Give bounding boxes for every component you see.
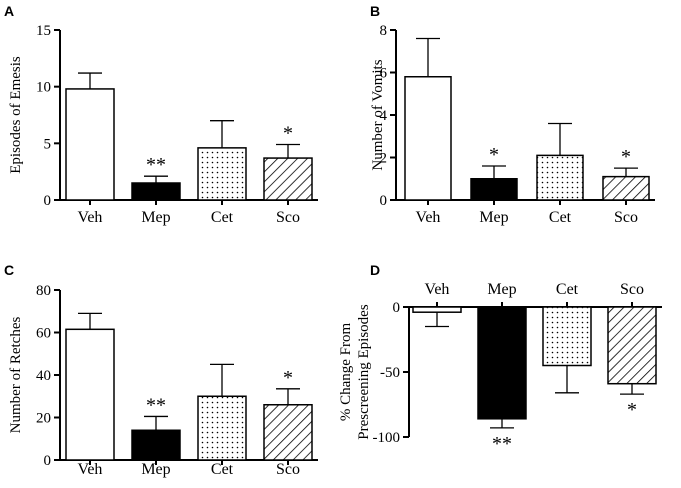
category-label-cet: Cet xyxy=(211,461,234,478)
y-axis-label: Number of Vomits xyxy=(370,59,386,170)
panel-b-letter: B xyxy=(370,3,380,19)
y-tick-label: 20 xyxy=(36,411,51,427)
bar-veh xyxy=(65,328,115,461)
y-axis-label-line: % Change From xyxy=(338,323,354,422)
category-label-cet: Cet xyxy=(556,281,579,298)
panel-b: B 0 2 4 6 8 Veh Mep * Cet Sco * Number of Vomits xyxy=(370,3,655,226)
y-tick-label: 15 xyxy=(36,23,51,39)
category-label-veh: Veh xyxy=(425,281,450,298)
significance-sco: * xyxy=(627,399,637,421)
y-axis-label: Number of Retches xyxy=(8,317,24,434)
panel-a-letter: A xyxy=(4,3,14,19)
significance-mep: ** xyxy=(146,394,166,416)
category-label-veh: Veh xyxy=(78,461,103,478)
bar-sco xyxy=(263,404,313,461)
panel-c: C 0 20 40 60 80 Veh Mep ** Cet Sco * Number of Retc… xyxy=(4,262,318,478)
y-tick-label: 40 xyxy=(36,368,51,384)
bar-cet xyxy=(536,154,584,201)
significance-mep: * xyxy=(489,144,499,166)
bar-veh xyxy=(412,306,462,313)
y-tick-label: 60 xyxy=(36,326,51,342)
bar-veh xyxy=(65,88,115,201)
category-label-sco: Sco xyxy=(620,281,644,298)
bar-cet xyxy=(197,395,247,461)
panel-b-plot: 0 2 4 6 8 Veh Mep * Cet Sco * Number of Vomits xyxy=(370,23,655,226)
bar-sco xyxy=(607,306,657,385)
y-tick-label: 0 xyxy=(393,300,401,316)
y-tick-label: 8 xyxy=(380,23,388,39)
category-label-sco: Sco xyxy=(276,209,300,226)
panel-d: D -100 -50 0 Veh Mep ** Cet Sco * % Change From Pr… xyxy=(338,262,662,455)
significance-mep: ** xyxy=(146,154,166,176)
bar-mep xyxy=(131,182,181,201)
category-label-veh: Veh xyxy=(416,209,441,226)
y-tick-label: 4 xyxy=(380,108,388,124)
significance-sco: * xyxy=(283,122,293,144)
bar-sco xyxy=(263,157,313,201)
panel-c-plot: 0 20 40 60 80 Veh Mep ** Cet Sco * Number of Retche… xyxy=(8,283,318,478)
y-tick-label: 0 xyxy=(44,193,52,209)
y-tick-label: -50 xyxy=(380,365,400,381)
category-label-sco: Sco xyxy=(614,209,638,226)
bar-cet xyxy=(197,147,247,201)
category-label-mep: Mep xyxy=(141,461,170,478)
panel-a-plot: 0 5 10 15 Veh Mep ** Cet Sco * Episodes of Emesis xyxy=(8,23,318,226)
category-label-sco: Sco xyxy=(276,461,300,478)
bar-mep xyxy=(470,178,518,201)
panel-c-letter: C xyxy=(4,262,14,278)
y-tick-label: 0 xyxy=(380,193,388,209)
y-axis-label-line: Prescreening Episodes xyxy=(356,304,372,440)
category-label-cet: Cet xyxy=(211,209,234,226)
y-tick-label: 80 xyxy=(36,283,51,299)
y-tick-label: 2 xyxy=(380,151,388,167)
significance-sco: * xyxy=(283,367,293,389)
category-label-mep: Mep xyxy=(479,209,508,226)
category-label-mep: Mep xyxy=(141,209,170,226)
significance-sco: * xyxy=(621,146,631,168)
y-tick-label: 0 xyxy=(44,453,52,469)
bar-sco xyxy=(602,175,650,201)
y-tick-label: 6 xyxy=(380,66,388,82)
y-tick-label: 5 xyxy=(44,136,52,152)
category-label-mep: Mep xyxy=(487,281,516,298)
y-tick-label: 10 xyxy=(36,80,51,96)
panel-a: A 0 5 10 15 Veh Mep ** Cet Sco * Episodes of Emesi… xyxy=(4,3,318,226)
significance-mep: ** xyxy=(492,433,512,455)
y-axis-label: Episodes of Emesis xyxy=(8,56,24,174)
bar-mep xyxy=(131,429,181,461)
y-tick-label: -100 xyxy=(373,430,401,446)
panel-d-letter: D xyxy=(370,262,380,278)
bar-cet xyxy=(542,306,592,367)
category-label-cet: Cet xyxy=(549,209,572,226)
bar-mep xyxy=(477,306,527,420)
panel-d-plot: -100 -50 0 Veh Mep ** Cet Sco * % Change From Pres… xyxy=(338,281,662,455)
category-label-veh: Veh xyxy=(78,209,103,226)
bar-veh xyxy=(404,76,452,201)
